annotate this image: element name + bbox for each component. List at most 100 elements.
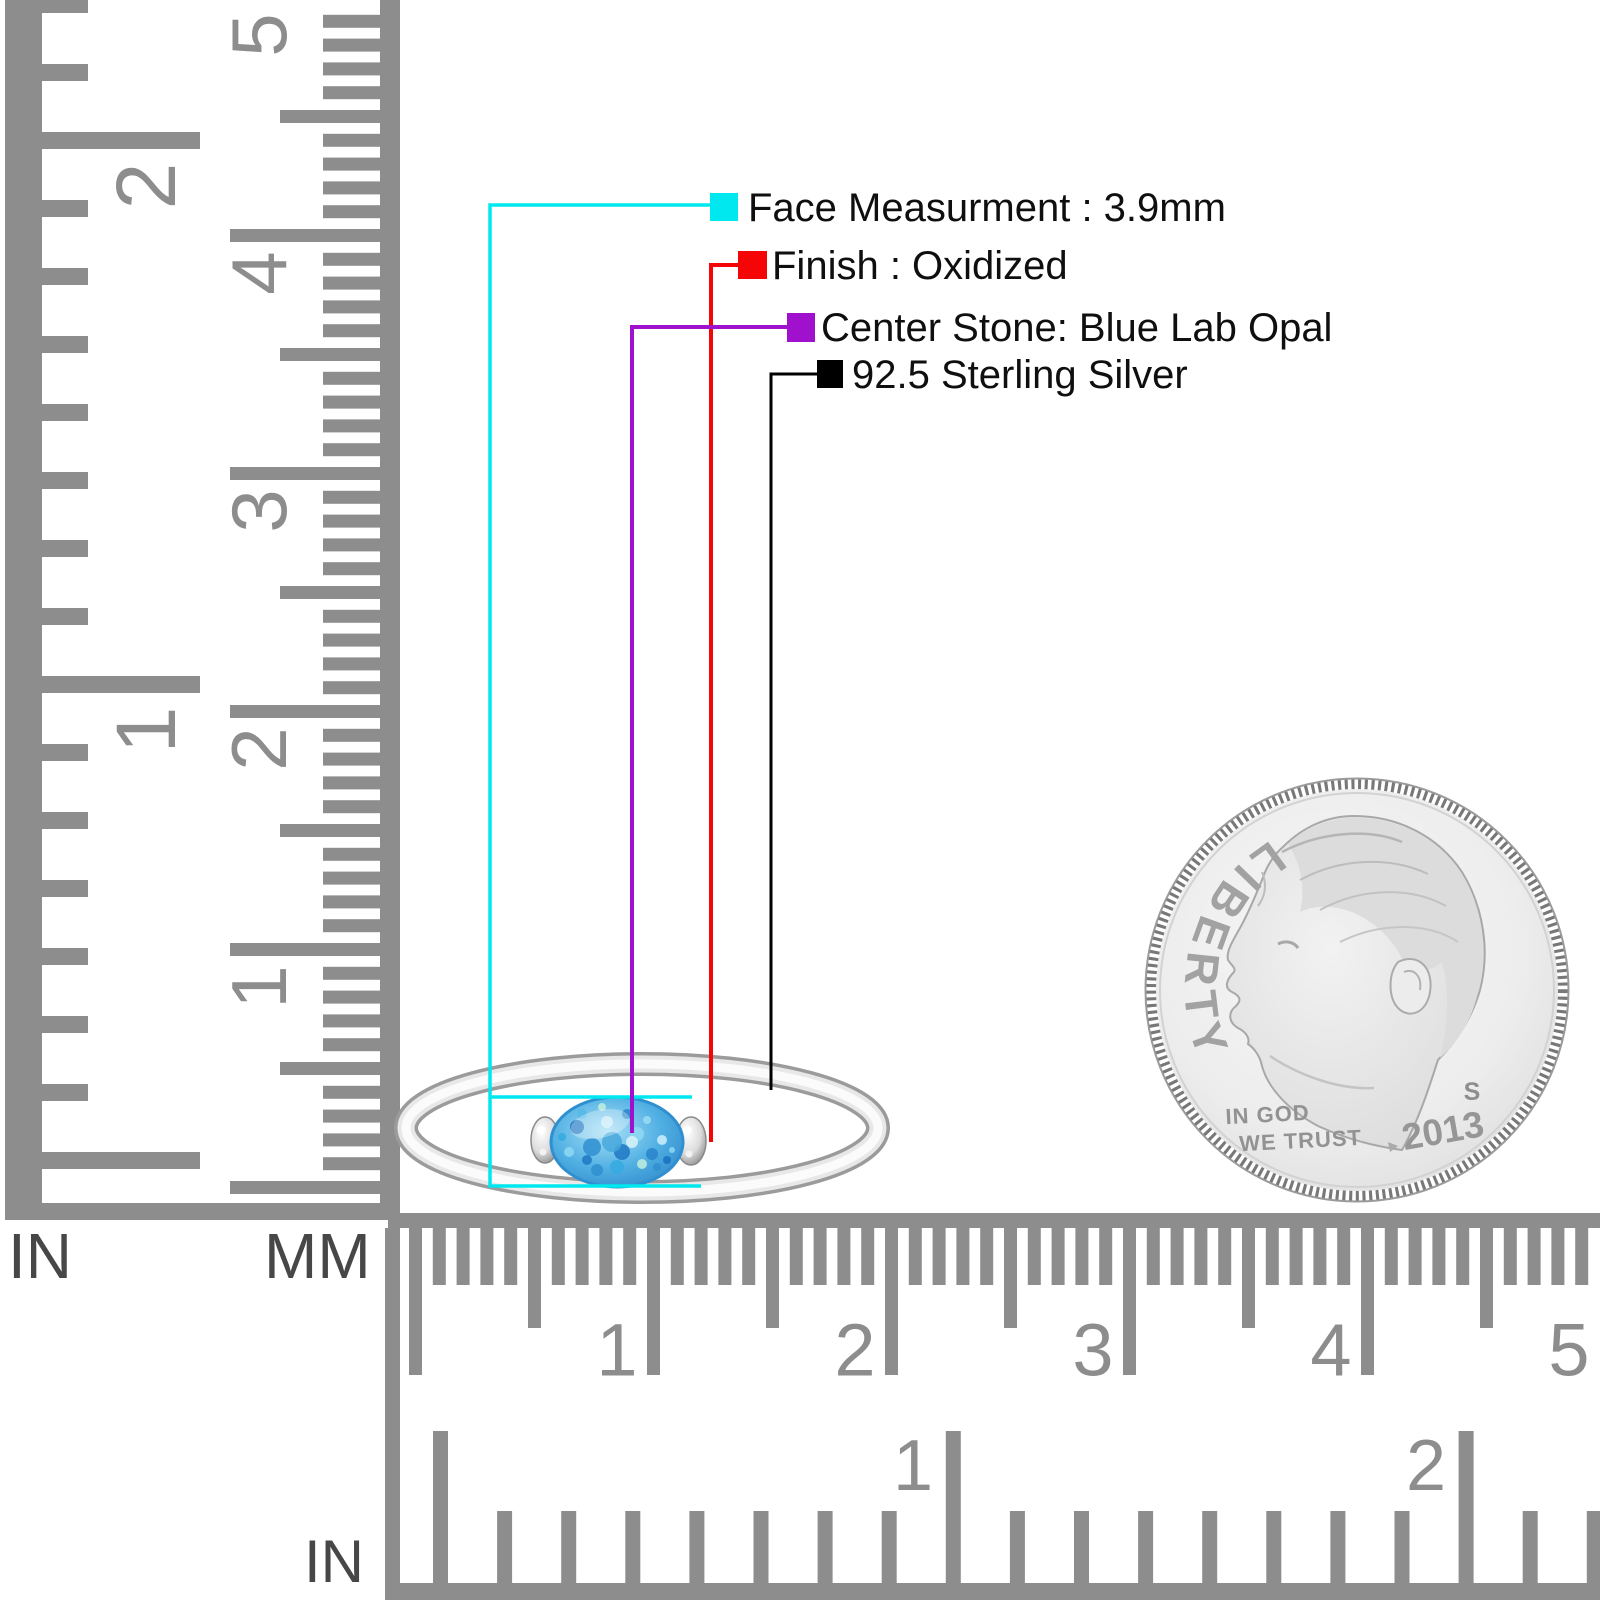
ruler-tick <box>323 728 380 742</box>
ruler-tick <box>323 1014 380 1028</box>
ruler-tick <box>647 1228 660 1375</box>
ruler-tick <box>561 1511 577 1583</box>
ruler-tick <box>323 252 380 266</box>
ruler-tick <box>323 62 380 76</box>
ruler-tick <box>323 1133 380 1147</box>
ruler-tick <box>1123 1228 1136 1375</box>
ruler-tick <box>280 1062 380 1075</box>
ruler-tick <box>1051 1228 1065 1285</box>
coin-reeded-edge <box>1145 778 1569 1202</box>
designer-initials-mark <box>1388 1142 1398 1152</box>
ruler-tick <box>230 467 380 480</box>
opal-speckle <box>657 1135 667 1145</box>
callout-swatch <box>710 193 738 221</box>
ruler-number: 5 <box>1548 1309 1589 1392</box>
ruler-tick <box>932 1228 946 1285</box>
ruler-tick <box>323 562 380 576</box>
ruler-tick <box>323 966 380 980</box>
hair-line <box>1339 926 1459 943</box>
callout-swatch <box>787 313 815 342</box>
ruler-tick <box>1194 1228 1208 1285</box>
ruler-tick <box>42 336 88 353</box>
opal-speckle <box>583 1138 601 1156</box>
ruler-tick <box>323 300 380 314</box>
ruler-tick <box>1361 1228 1374 1375</box>
ruler-tick <box>230 1181 380 1194</box>
hair-line <box>1281 832 1403 854</box>
ruler-number: 4 <box>215 251 303 294</box>
ruler-tick <box>1337 1228 1351 1285</box>
ruler-tick <box>323 205 380 219</box>
ruler-tick <box>323 895 380 909</box>
callout-finish: Finish : Oxidized <box>709 244 1068 1142</box>
ruler-tick <box>323 1038 380 1052</box>
ruler-number: 4 <box>1310 1309 1351 1392</box>
ruler-number: 1 <box>596 1309 637 1392</box>
ruler-tick <box>1099 1228 1113 1285</box>
ruler-tick <box>323 395 380 409</box>
ruler-tick <box>323 538 380 552</box>
coin-portrait <box>1226 814 1486 1152</box>
eye <box>1277 940 1300 949</box>
ruler-vertical-inch: IN 12 <box>5 0 400 1292</box>
ruler-tick <box>323 276 380 290</box>
ruler-tick <box>323 776 380 790</box>
ruler-tick <box>885 1228 898 1375</box>
ruler-edge-bar <box>5 0 42 1220</box>
ruler-tick <box>323 800 380 814</box>
ring-band <box>394 1052 890 1204</box>
ruler-tick <box>42 1084 88 1101</box>
ruler-tick <box>1289 1228 1303 1285</box>
ruler-tick <box>230 943 380 956</box>
jaw-line <box>1269 1054 1375 1090</box>
ruler-tick <box>323 181 380 195</box>
ruler-tick <box>1265 1228 1279 1285</box>
ruler-number: 5 <box>215 13 303 56</box>
ruler-tick <box>42 880 88 897</box>
ruler-tick <box>766 1228 779 1328</box>
ruler-tick <box>1480 1228 1493 1328</box>
portrait-hair <box>1288 817 1483 1058</box>
ruler-tick <box>599 1228 613 1285</box>
ruler-tick <box>280 586 380 599</box>
ruler-tick <box>837 1228 851 1285</box>
ruler-tick <box>956 1228 970 1285</box>
ruler-tick <box>42 608 88 625</box>
ruler-tick <box>1330 1511 1346 1583</box>
ruler-tick <box>42 404 88 421</box>
ruler-tick <box>280 110 380 123</box>
ruler-tick <box>42 676 200 693</box>
ruler-number: 2 <box>99 163 193 210</box>
callout-swatch <box>738 251 767 279</box>
opal-speckle <box>646 1148 658 1160</box>
coin-inner-rim <box>1159 792 1555 1188</box>
ruler-tick <box>1138 1511 1154 1583</box>
ruler-tick <box>323 1157 380 1171</box>
ruler-tick <box>1218 1228 1232 1285</box>
callout-line <box>769 372 817 1090</box>
ring <box>394 1052 890 1204</box>
ruler-tick <box>1027 1228 1041 1285</box>
ruler-tick <box>908 1228 922 1285</box>
coin-dime: LIBERTY IN GOD WE TRUST S 2013 <box>1144 777 1570 1203</box>
ruler-tick <box>528 1228 541 1328</box>
ruler-tick <box>1522 1511 1538 1583</box>
ruler-unit-label: MM <box>264 1220 371 1292</box>
ruler-tick <box>323 371 380 385</box>
ruler-number: 1 <box>893 1426 933 1506</box>
callout-label: 92.5 Sterling Silver <box>852 353 1188 397</box>
ruler-tick <box>456 1228 470 1285</box>
ruler-tick <box>1432 1228 1446 1285</box>
ruler-number: 2 <box>215 727 303 770</box>
ruler-tick <box>1408 1228 1422 1285</box>
ruler-tick <box>504 1228 518 1285</box>
ruler-tick <box>1004 1228 1017 1328</box>
ruler-tick <box>1202 1511 1218 1583</box>
ruler-tick <box>323 609 380 623</box>
callout-line <box>630 325 787 1133</box>
brow-line <box>1257 871 1266 907</box>
ruler-tick <box>323 86 380 100</box>
ruler-tick <box>323 419 380 433</box>
